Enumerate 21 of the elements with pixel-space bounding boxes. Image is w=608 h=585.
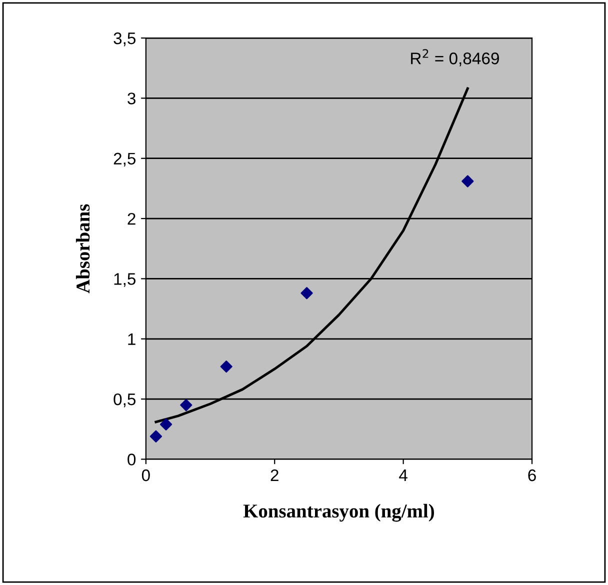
annotation: R$^{2}$ = 0,8469	[411, 49, 499, 66]
y-tick-label: 1,5	[114, 273, 136, 287]
y-tick-label: 3,5	[114, 32, 136, 46]
y-tick-label: 2	[128, 212, 136, 225]
y-tick-label: 1	[128, 333, 136, 345]
x-tick-label: 0	[142, 469, 150, 482]
point	[160, 418, 172, 430]
x-tick-label: 2	[270, 469, 278, 482]
y-tick-label: 2,5	[114, 152, 136, 167]
point	[180, 398, 192, 412]
point	[150, 430, 162, 442]
y-tick-label: 3	[128, 92, 136, 104]
y-tick-label: 0	[128, 454, 136, 466]
x-tick-label: 4	[399, 470, 408, 482]
y-axis-title: Absorbans	[76, 204, 90, 294]
x-axis-title: Konsantrasyon (ng/ml)	[243, 504, 434, 522]
y-tick-label: 0,5	[114, 393, 136, 408]
point	[462, 175, 474, 188]
point	[300, 287, 313, 300]
point	[220, 360, 232, 373]
x-tick-label: 6	[528, 469, 536, 482]
